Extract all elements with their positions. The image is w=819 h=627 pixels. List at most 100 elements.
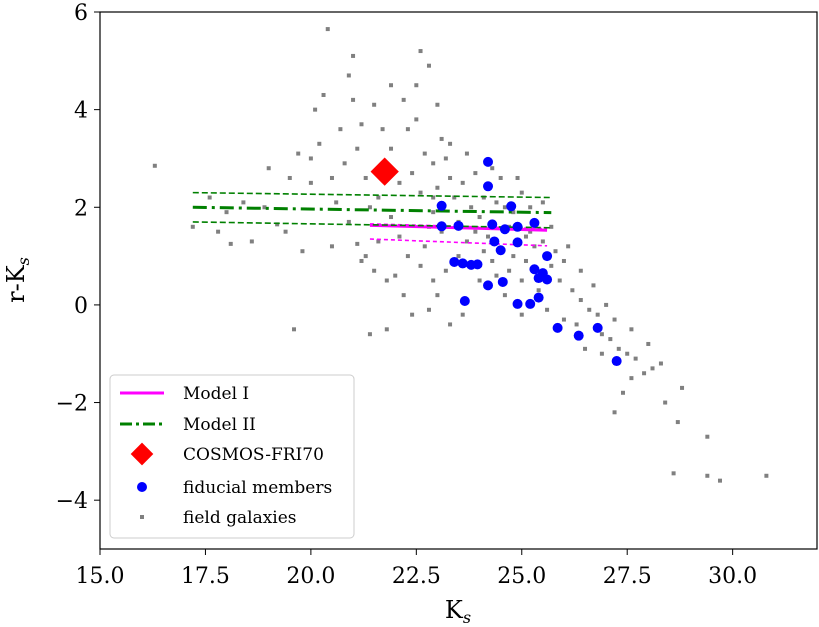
field-galaxy-point [376, 239, 381, 244]
field-galaxy-point [536, 288, 541, 293]
field-galaxy-point [367, 205, 372, 210]
field-galaxy-point [325, 27, 330, 32]
field-galaxy-point [561, 317, 566, 322]
field-galaxy-point [262, 205, 267, 210]
field-galaxy-point [346, 219, 351, 224]
field-galaxy-point [481, 195, 486, 200]
field-galaxy-point [764, 473, 769, 478]
fiducial-member-point [483, 156, 494, 167]
field-galaxy-point [152, 163, 157, 168]
field-galaxy-point [389, 146, 394, 151]
field-galaxy-point [405, 254, 410, 259]
fiducial-member-point [611, 356, 622, 367]
field-galaxy-point [439, 136, 444, 141]
field-galaxy-point [317, 141, 322, 146]
fiducial-member-point [453, 220, 464, 231]
field-galaxy-point [578, 298, 583, 303]
legend-field-swatch [140, 515, 144, 519]
y-tick-label: −4 [56, 489, 88, 514]
field-galaxy-point [384, 327, 389, 332]
fiducial-member-point [483, 280, 494, 291]
fiducial-member-point [497, 276, 508, 287]
field-galaxy-point [460, 180, 465, 185]
legend: Model I Model II COSMOS-FRI70 fiducial m… [109, 374, 355, 539]
field-galaxy-point [224, 210, 229, 215]
field-galaxy-point [443, 156, 448, 161]
field-galaxy-point [469, 205, 474, 210]
field-galaxy-point [426, 63, 431, 68]
y-tick-label: 0 [74, 294, 88, 319]
field-galaxy-point [549, 224, 554, 229]
field-galaxy-point [507, 268, 512, 273]
field-galaxy-point [410, 312, 415, 317]
field-galaxy-point [334, 200, 339, 205]
field-galaxy-point [705, 434, 710, 439]
field-galaxy-point [599, 332, 604, 337]
field-galaxy-point [190, 224, 195, 229]
field-galaxy-point [650, 366, 655, 371]
field-galaxy-point [599, 351, 604, 356]
field-galaxy-point [401, 293, 406, 298]
field-galaxy-point [574, 322, 579, 327]
field-galaxy-point [338, 127, 343, 132]
fiducial-member-point [529, 217, 540, 228]
field-galaxy-point [342, 161, 347, 166]
field-galaxy-point [705, 473, 710, 478]
fiducial-member-point [512, 237, 523, 248]
field-galaxy-point [355, 146, 360, 151]
field-galaxy-point [464, 239, 469, 244]
fiducial-member-point [542, 251, 553, 262]
fiducial-member-point [449, 256, 460, 267]
field-galaxy-point [448, 175, 453, 180]
x-axis-label: Ks [445, 596, 471, 627]
field-galaxy-point [671, 471, 676, 476]
field-galaxy-point [397, 234, 402, 239]
fiducial-member-point [512, 298, 523, 309]
x-tick-label: 20.0 [286, 564, 335, 589]
field-galaxy-point [418, 190, 423, 195]
field-galaxy-point [540, 239, 545, 244]
y-tick-label: −2 [56, 392, 88, 417]
field-galaxy-point [292, 327, 297, 332]
fiducial-member-point [542, 274, 553, 285]
field-galaxy-point [561, 258, 566, 263]
legend-cosmos-label: COSMOS-FRI70 [183, 445, 324, 465]
y-tick-label: 2 [74, 196, 88, 221]
fiducial-member-point [436, 221, 447, 232]
y-tick-label: 6 [74, 1, 88, 26]
field-galaxy-point [540, 200, 545, 205]
fiducial-member-point [525, 298, 536, 309]
field-galaxy-point [460, 312, 465, 317]
field-galaxy-point [422, 151, 427, 156]
field-galaxy-point [435, 102, 440, 107]
field-galaxy-point [456, 254, 461, 259]
field-galaxy-point [313, 107, 318, 112]
y-tick-label: 4 [74, 99, 88, 124]
field-galaxy-point [422, 244, 427, 249]
field-galaxy-point [414, 83, 419, 88]
field-galaxy-point [481, 249, 486, 254]
field-galaxy-point [464, 151, 469, 156]
field-galaxy-point [393, 273, 398, 278]
field-galaxy-point [663, 400, 668, 405]
field-galaxy-point [414, 117, 419, 122]
field-galaxy-point [351, 97, 356, 102]
field-galaxy-point [578, 268, 583, 273]
field-galaxy-point [359, 258, 364, 263]
fiducial-member-point [499, 224, 510, 235]
field-galaxy-point [266, 166, 271, 171]
field-galaxy-point [308, 180, 313, 185]
field-galaxy-point [519, 190, 524, 195]
legend-members-label: fiducial members [183, 478, 332, 498]
field-galaxy-point [528, 229, 533, 234]
field-galaxy-point [477, 278, 482, 283]
fiducial-member-point [459, 296, 470, 307]
field-galaxy-point [346, 73, 351, 78]
field-galaxy-point [494, 200, 499, 205]
fiducial-member-point [533, 292, 544, 303]
field-galaxy-point [473, 229, 478, 234]
field-galaxy-point [553, 249, 558, 254]
field-galaxy-point [616, 346, 621, 351]
x-tick-label: 22.5 [392, 564, 441, 589]
